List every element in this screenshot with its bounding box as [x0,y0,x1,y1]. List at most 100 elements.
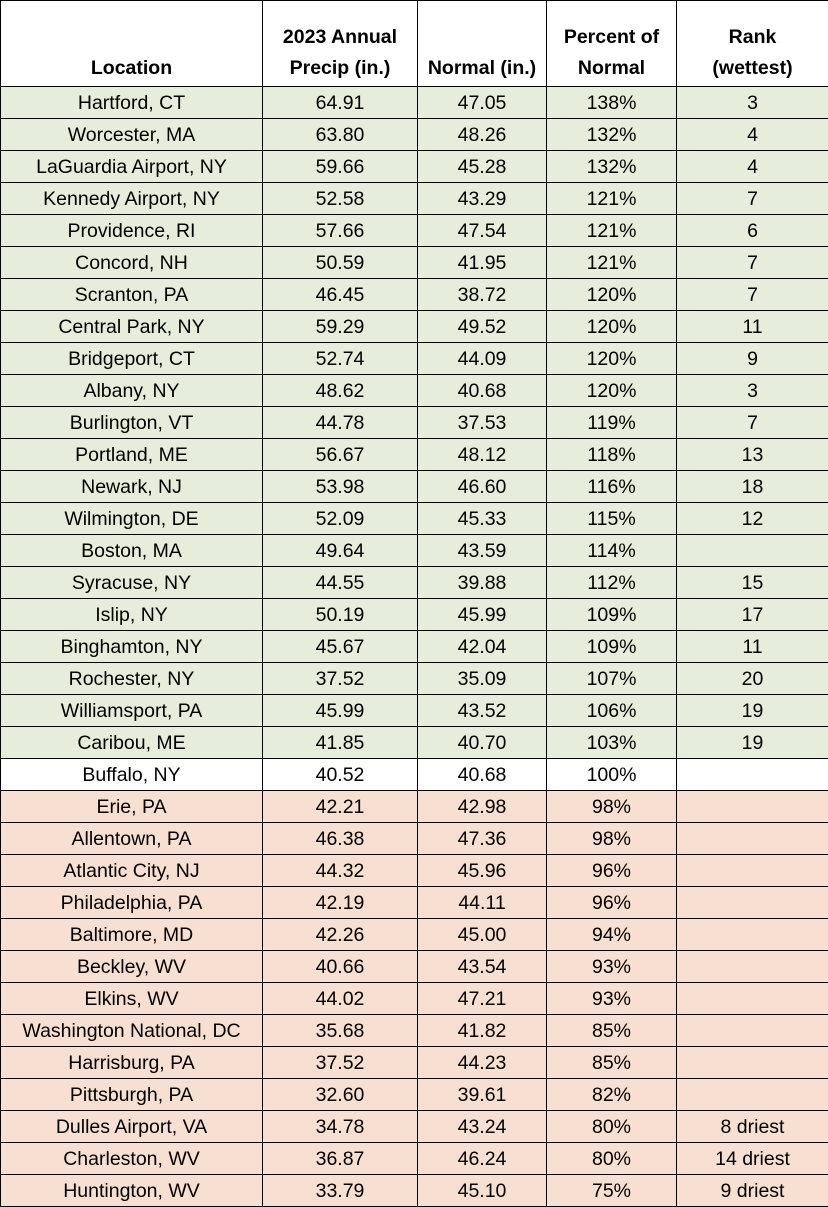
normal-cell: 45.10 [418,1175,547,1207]
normal-cell: 44.09 [418,343,547,375]
precip-cell: 52.09 [263,503,418,535]
rank-cell: 7 [677,247,828,279]
percent-cell: 120% [547,343,677,375]
normal-cell: 49.52 [418,311,547,343]
normal-cell: 47.36 [418,823,547,855]
rank-cell [677,1015,828,1047]
location-cell: Providence, RI [1,215,263,247]
normal-cell: 46.60 [418,471,547,503]
location-cell: Huntington, WV [1,1175,263,1207]
rank-cell: 4 [677,119,828,151]
rank-cell: 7 [677,407,828,439]
location-cell: Albany, NY [1,375,263,407]
rank-cell [677,759,828,791]
precip-cell: 50.59 [263,247,418,279]
rank-cell: 3 [677,87,828,119]
location-cell: Boston, MA [1,535,263,567]
percent-cell: 96% [547,887,677,919]
location-cell: LaGuardia Airport, NY [1,151,263,183]
rank-cell [677,535,828,567]
location-cell: Allentown, PA [1,823,263,855]
rank-cell: 19 [677,695,828,727]
rank-cell: 20 [677,663,828,695]
rank-cell: 19 [677,727,828,759]
percent-cell: 114% [547,535,677,567]
percent-cell: 116% [547,471,677,503]
location-cell: Newark, NJ [1,471,263,503]
normal-cell: 43.59 [418,535,547,567]
header-location-line1: Location [91,57,172,79]
location-cell: Islip, NY [1,599,263,631]
percent-cell: 120% [547,311,677,343]
percent-cell: 106% [547,695,677,727]
precip-cell: 57.66 [263,215,418,247]
precip-cell: 44.78 [263,407,418,439]
rank-cell: 11 [677,631,828,663]
location-cell: Caribou, ME [1,727,263,759]
precip-cell: 33.79 [263,1175,418,1207]
rank-cell: 17 [677,599,828,631]
header-normal-line1: Normal (in.) [428,57,536,79]
normal-cell: 43.52 [418,695,547,727]
rank-cell [677,855,828,887]
percent-cell: 80% [547,1143,677,1175]
location-cell: Portland, ME [1,439,263,471]
normal-cell: 45.99 [418,599,547,631]
percent-cell: 85% [547,1047,677,1079]
percent-cell: 98% [547,791,677,823]
rank-cell [677,951,828,983]
percent-cell: 115% [547,503,677,535]
location-cell: Elkins, WV [1,983,263,1015]
precip-cell: 59.29 [263,311,418,343]
location-cell: Syracuse, NY [1,567,263,599]
rank-cell [677,919,828,951]
header-rank-line2: (wettest) [712,57,792,79]
rank-cell [677,887,828,919]
precip-cell: 53.98 [263,471,418,503]
normal-cell: 40.68 [418,759,547,791]
location-cell: Beckley, WV [1,951,263,983]
rank-cell: 6 [677,215,828,247]
normal-cell: 41.95 [418,247,547,279]
normal-cell: 45.33 [418,503,547,535]
percent-cell: 132% [547,151,677,183]
normal-cell: 44.23 [418,1047,547,1079]
header-rank: Rank(wettest) [677,1,828,87]
precip-cell: 46.45 [263,279,418,311]
normal-cell: 46.24 [418,1143,547,1175]
location-cell: Williamsport, PA [1,695,263,727]
precip-cell: 63.80 [263,119,418,151]
rank-cell [677,823,828,855]
rank-cell [677,1047,828,1079]
normal-cell: 41.82 [418,1015,547,1047]
percent-cell: 121% [547,183,677,215]
precip-cell: 52.58 [263,183,418,215]
precip-cell: 59.66 [263,151,418,183]
precip-cell: 44.55 [263,567,418,599]
location-cell: Erie, PA [1,791,263,823]
rank-cell: 14 driest [677,1143,828,1175]
location-cell: Charleston, WV [1,1143,263,1175]
normal-cell: 40.68 [418,375,547,407]
